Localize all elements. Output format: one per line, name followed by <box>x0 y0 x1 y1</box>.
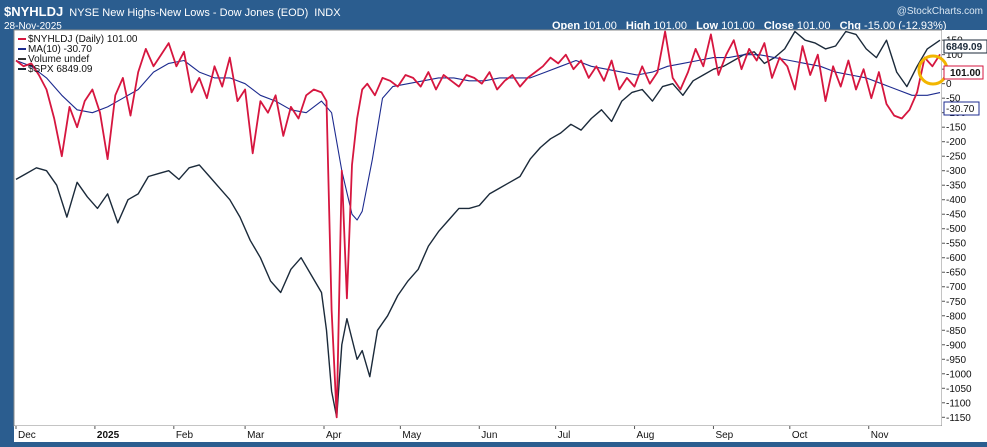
x-tick-label: Jul <box>558 430 571 441</box>
ohlc-open-label: Open <box>552 20 580 32</box>
y-axis-ticks: 150100500-50-100-150-200-250-300-350-400… <box>942 36 972 424</box>
plot-area <box>13 29 943 427</box>
y-tick-label: -1150 <box>946 413 971 424</box>
y-tick-label: -300 <box>946 166 966 177</box>
x-tick-label: Nov <box>871 430 889 441</box>
series-line-spx <box>15 30 941 418</box>
y-tick-label: -350 <box>946 181 966 192</box>
legend-item: Volume undef <box>28 54 89 65</box>
legend-item: $NYHLDJ (Daily) 101.00 <box>28 34 138 45</box>
x-tick-label: Sep <box>715 430 733 441</box>
badge-nyhl: 101.00 <box>943 65 984 80</box>
chart-description: NYSE New Highs-New Lows - Dow Jones (EOD… <box>69 7 308 19</box>
y-tick-label: -600 <box>946 253 966 264</box>
y-tick-label: 100 <box>946 50 963 61</box>
badge-ma-text: -30.70 <box>946 104 975 115</box>
x-tick-label: Apr <box>326 430 342 441</box>
x-tick-label: 2025 <box>97 430 120 441</box>
y-tick-label: -250 <box>946 152 966 163</box>
x-tick-label: May <box>402 430 421 441</box>
x-axis-ticks: Dec 2025 Feb Mar Apr May Jun Jul Aug Sep Oct Nov <box>15 426 889 441</box>
x-tick-label: Jun <box>481 430 497 441</box>
badge-ma: -30.70 <box>943 101 980 116</box>
y-axis-panel <box>942 30 987 426</box>
y-tick-label: -950 <box>946 355 966 366</box>
y-tick-label: -1050 <box>946 384 972 395</box>
chart-date: 28-Nov-2025 <box>4 21 62 32</box>
badge-nyhl-text: 101.00 <box>950 68 981 79</box>
ohlc-low-label: Low <box>693 20 718 32</box>
y-tick-label: -1100 <box>946 398 971 409</box>
ohlc-chg-label: Chg <box>837 20 861 32</box>
y-tick-label: -850 <box>946 326 966 337</box>
legend-item: $SPX 6849.09 <box>28 64 93 75</box>
y-tick-label: -450 <box>946 210 966 221</box>
y-tick-label: -50 <box>946 94 961 105</box>
y-tick-label: -750 <box>946 297 966 308</box>
y-tick-label: -650 <box>946 268 966 279</box>
x-tick-label: Feb <box>176 430 194 441</box>
ohlc-text: Open 101.00 High 101.00 Low 101.00 Close… <box>552 20 947 32</box>
x-tick-label: Mar <box>247 430 265 441</box>
y-tick-label: 0 <box>946 79 952 90</box>
chart-symbol: $NYHLDJ <box>4 4 63 19</box>
series-line-nyhl <box>15 30 941 419</box>
badge-spx-text: 6849.09 <box>946 42 983 53</box>
series-layer <box>15 30 941 419</box>
y-tick-label: -500 <box>946 224 966 235</box>
y-tick-label: -700 <box>946 282 966 293</box>
ohlc-low: 101.00 <box>718 20 755 32</box>
ohlc-high-label: High <box>623 20 651 32</box>
x-axis-panel <box>14 426 987 442</box>
y-tick-label: -400 <box>946 195 966 206</box>
ohlc-open: 101.00 <box>580 20 617 32</box>
watermark: @StockCharts.com <box>897 6 983 17</box>
ohlc-close-label: Close <box>761 20 794 32</box>
ohlc-close: 101.00 <box>794 20 831 32</box>
y-tick-label: -900 <box>946 340 966 351</box>
badge-spx: 6849.09 <box>943 39 987 54</box>
ohlc-chg: -15.00 (-12.93%) <box>861 20 947 32</box>
ohlc-row: Open 101.00 High 101.00 Low 101.00 Close… <box>552 20 947 32</box>
x-tick-label: Aug <box>637 430 655 441</box>
legend-item: MA(10) -30.70 <box>28 44 92 55</box>
y-tick-label: -150 <box>946 123 966 134</box>
y-tick-label: -800 <box>946 311 966 322</box>
y-tick-label: -200 <box>946 137 966 148</box>
ohlc-high: 101.00 <box>650 20 687 32</box>
x-tick-label: Dec <box>18 430 36 441</box>
x-tick-label: Oct <box>792 430 808 441</box>
chart-exchange: INDX <box>314 7 341 19</box>
y-tick-label: -550 <box>946 239 966 250</box>
y-tick-label: -1000 <box>946 369 972 380</box>
